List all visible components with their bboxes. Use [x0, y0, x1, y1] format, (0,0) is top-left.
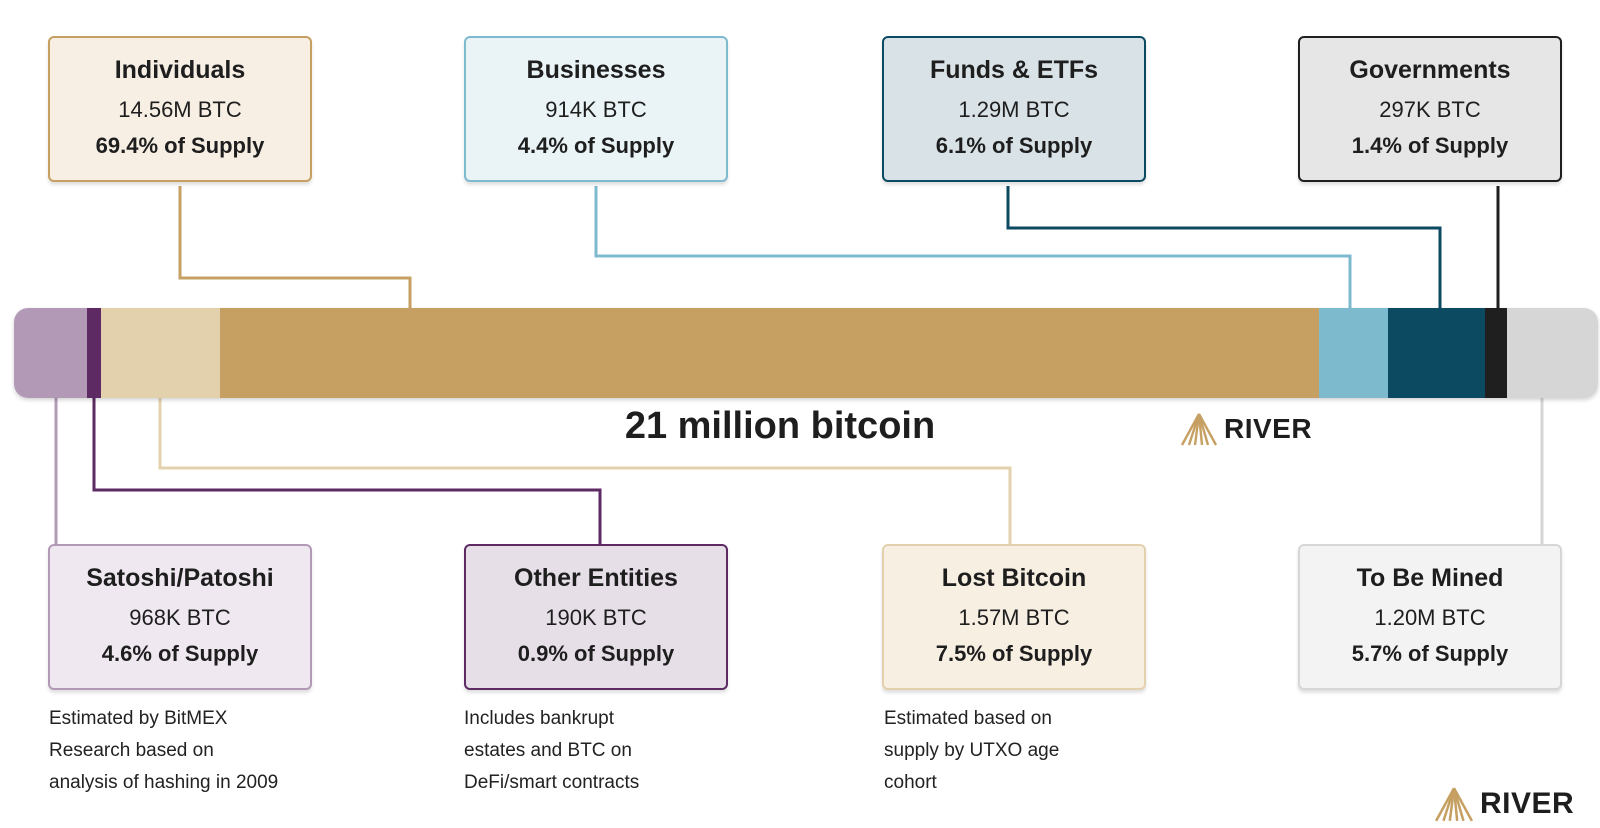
card-percent: 4.6% of Supply [101, 641, 259, 666]
note-line: Estimated based on [884, 708, 1052, 729]
card-percent: 4.4% of Supply [517, 133, 675, 158]
supply-bar [14, 308, 1598, 398]
card-percent: 6.1% of Supply [935, 133, 1093, 158]
note-line: Research based on [49, 740, 214, 761]
river-wordmark: RIVER [1224, 413, 1313, 444]
card-percent: 1.4% of Supply [1351, 133, 1509, 158]
note-other-entities: Includes bankrupt estates and BTC on DeF… [464, 703, 744, 799]
card-title: To Be Mined [1356, 564, 1504, 592]
river-mark-icon [1180, 413, 1218, 446]
card-percent: 0.9% of Supply [517, 641, 675, 666]
card-btc: 1.57M BTC [958, 605, 1070, 630]
bar-segment-individuals [219, 308, 1319, 398]
card-satoshi-patoshi: Satoshi/Patoshi 968K BTC 4.6% of Supply [48, 544, 312, 690]
bar-segment-businesses [1318, 308, 1388, 398]
card-title: Funds & ETFs [929, 56, 1099, 84]
note-lost-bitcoin: Estimated based on supply by UTXO age co… [884, 703, 1164, 799]
note-line: estates and BTC on [464, 740, 632, 761]
bar-segment-other-entities [87, 308, 102, 398]
card-to-be-mined: To Be Mined 1.20M BTC 5.7% of Supply [1298, 544, 1562, 690]
card-lost-bitcoin: Lost Bitcoin 1.57M BTC 7.5% of Supply [882, 544, 1146, 690]
bar-segment-funds-etfs [1387, 308, 1485, 398]
river-mark-icon [1434, 787, 1474, 822]
card-businesses: Businesses 914K BTC 4.4% of Supply [464, 36, 728, 182]
river-wordmark: RIVER [1480, 787, 1575, 820]
card-btc: 968K BTC [129, 605, 231, 630]
card-btc: 914K BTC [545, 97, 647, 122]
bar-segment-lost-bitcoin [101, 308, 220, 398]
connector-other [92, 398, 602, 544]
card-title: Governments [1349, 56, 1511, 84]
card-title: Satoshi/Patoshi [86, 564, 274, 592]
bar-segment-to-be-mined [1507, 308, 1598, 398]
bar-segment-governments [1484, 308, 1508, 398]
river-logo-footer: RIVER [1434, 786, 1574, 822]
note-line: analysis of hashing in 2009 [49, 772, 279, 793]
note-line: DeFi/smart contracts [464, 772, 640, 793]
card-percent: 69.4% of Supply [95, 133, 265, 158]
card-percent: 7.5% of Supply [935, 641, 1093, 666]
note-line: Includes bankrupt [464, 708, 614, 729]
note-line: Estimated by BitMEX [49, 708, 228, 729]
bar-segment-satoshi-patoshi [14, 308, 88, 398]
connector-businesses [594, 186, 1352, 308]
note-satoshi: Estimated by BitMEX Research based on an… [49, 703, 329, 799]
river-logo: RIVER [1180, 412, 1312, 446]
card-btc: 1.29M BTC [958, 97, 1070, 122]
card-btc: 190K BTC [545, 605, 647, 630]
card-btc: 297K BTC [1379, 97, 1481, 122]
card-title: Businesses [526, 56, 666, 84]
card-percent: 5.7% of Supply [1351, 641, 1509, 666]
note-line: cohort [884, 772, 937, 793]
connector-individuals [178, 186, 412, 308]
card-individuals: Individuals 14.56M BTC 69.4% of Supply [48, 36, 312, 182]
card-other-entities: Other Entities 190K BTC 0.9% of Supply [464, 544, 728, 690]
connector-funds [1006, 186, 1442, 308]
bar-title: 21 million bitcoin [624, 405, 936, 447]
card-btc: 14.56M BTC [118, 97, 242, 122]
card-title: Other Entities [514, 564, 678, 592]
card-governments: Governments 297K BTC 1.4% of Supply [1298, 36, 1562, 182]
card-funds-etfs: Funds & ETFs 1.29M BTC 6.1% of Supply [882, 36, 1146, 182]
note-line: supply by UTXO age [884, 740, 1060, 761]
card-btc: 1.20M BTC [1374, 605, 1486, 630]
card-title: Lost Bitcoin [941, 564, 1087, 592]
card-title: Individuals [114, 56, 246, 84]
